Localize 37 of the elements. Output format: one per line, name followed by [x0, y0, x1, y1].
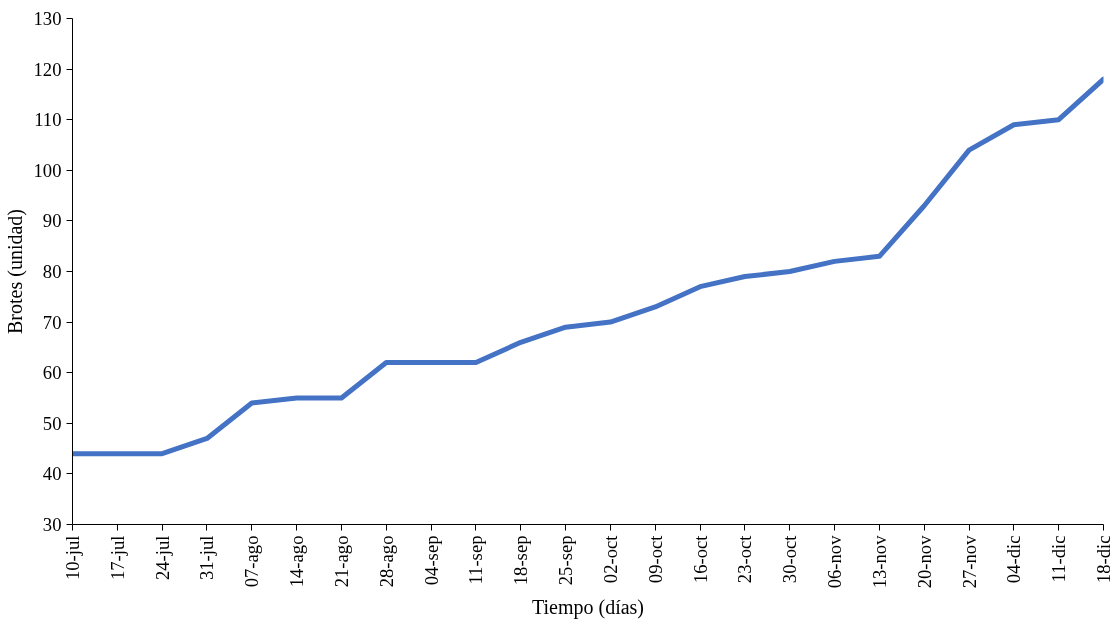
- x-tick-label: 23-oct: [734, 534, 756, 584]
- x-axis-title: Tiempo (días): [531, 596, 645, 620]
- y-tick-label: 40: [42, 463, 62, 485]
- x-tick-label: 13-nov: [868, 534, 890, 589]
- x-tick-label: 09-oct: [644, 534, 666, 584]
- y-tick-label: 90: [42, 210, 62, 232]
- x-tick-label: 21-ago: [330, 535, 352, 588]
- y-axis-title: Brotes (unidad): [3, 209, 27, 334]
- x-tick-label: 07-ago: [241, 535, 263, 588]
- x-tick-label: 04-dic: [1003, 535, 1025, 584]
- y-tick-label: 100: [33, 159, 62, 181]
- x-tick-label: 16-oct: [689, 534, 711, 584]
- x-tick-label: 27-nov: [958, 534, 980, 589]
- y-tick-label: 30: [42, 514, 62, 535]
- y-tick-label: 120: [33, 58, 62, 80]
- x-tick-label: 10-jul: [62, 535, 83, 581]
- y-tick-label: 50: [42, 412, 62, 434]
- y-tick-label: 110: [34, 109, 62, 131]
- x-tick-label: 11-sep: [465, 535, 487, 585]
- y-tick-label: 60: [42, 362, 62, 384]
- x-tick-label: 25-sep: [555, 535, 577, 586]
- x-tick-label: 02-oct: [599, 534, 621, 584]
- x-tick-label: 30-oct: [779, 534, 801, 584]
- x-tick-label: 11-dic: [1048, 535, 1070, 583]
- x-tick-label: 14-ago: [286, 535, 308, 588]
- x-tick-label: 31-jul: [196, 535, 218, 581]
- x-tick-label: 28-ago: [375, 535, 397, 588]
- x-tick-label: 20-nov: [913, 534, 935, 589]
- x-tick-label: 18-sep: [510, 535, 532, 586]
- x-tick-label: 17-jul: [106, 535, 128, 581]
- y-tick-label: 70: [42, 311, 62, 333]
- x-tick-label: 18-dic: [1093, 535, 1114, 584]
- x-tick-label: 06-nov: [824, 534, 846, 589]
- y-tick-label: 80: [42, 261, 62, 282]
- x-tick-label: 24-jul: [151, 535, 173, 581]
- x-tick-label: 04-sep: [420, 535, 442, 586]
- y-tick-label: 130: [33, 8, 62, 29]
